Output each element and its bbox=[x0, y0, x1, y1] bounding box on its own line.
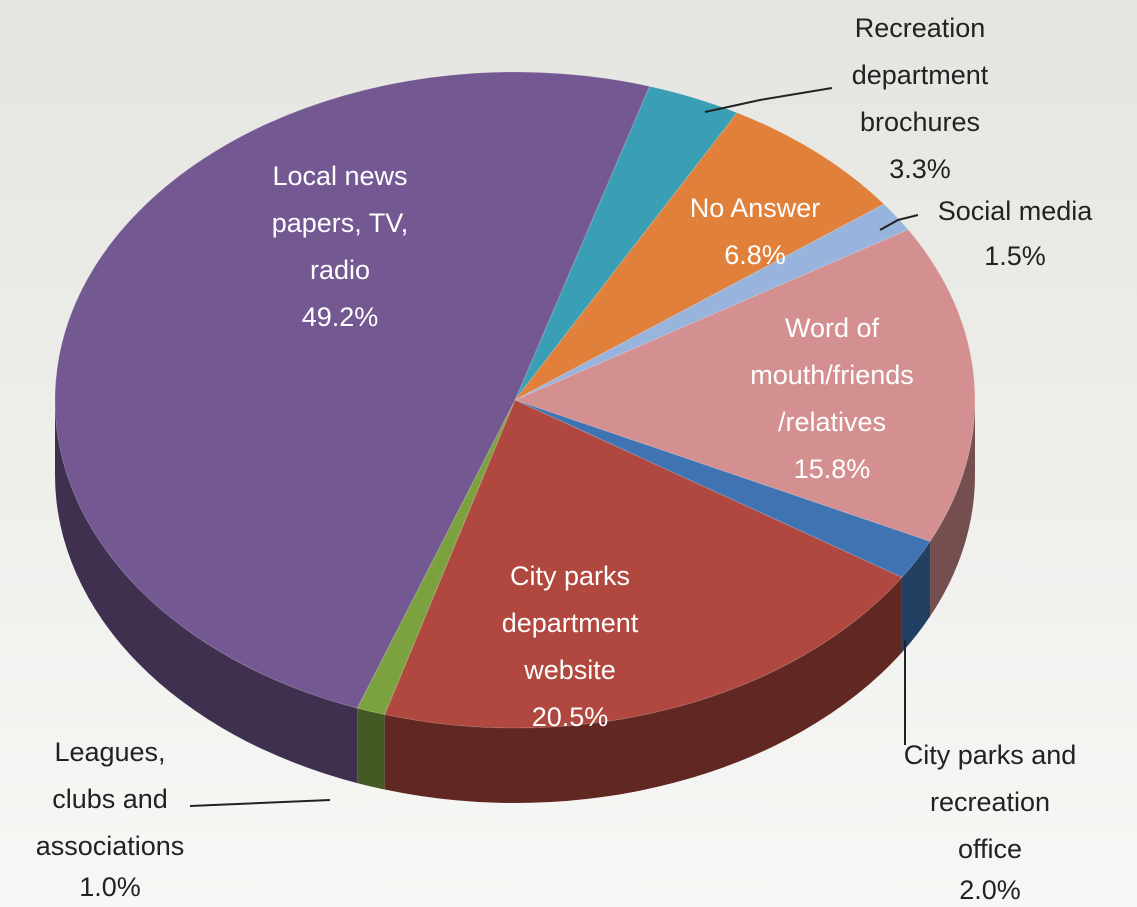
leader-line bbox=[189, 799, 331, 807]
slice bbox=[514, 85, 738, 401]
slice-label: Social media bbox=[938, 196, 1094, 226]
slice-label: recreation bbox=[930, 787, 1050, 817]
labels: Recreation department brochures 3.3% No Answ… bbox=[36, 13, 1094, 905]
slice-side bbox=[930, 400, 975, 617]
slice-label: office bbox=[958, 834, 1022, 864]
slice-label: brochures bbox=[860, 107, 980, 137]
slice bbox=[356, 399, 516, 716]
slice-label: radio bbox=[310, 255, 370, 285]
slice-label: Leagues, bbox=[54, 737, 165, 767]
slice-label: clubs and bbox=[52, 784, 168, 814]
slice bbox=[514, 399, 931, 578]
slice-label: department bbox=[852, 60, 989, 90]
value-label: 3.3% bbox=[889, 154, 951, 184]
slice-label: City parks and bbox=[904, 740, 1077, 770]
value-label: 20.5% bbox=[532, 702, 609, 732]
slice-label: Local news bbox=[272, 161, 407, 191]
slice-label: papers, TV, bbox=[272, 208, 409, 238]
leader-lines bbox=[189, 87, 919, 807]
slice-label: associations bbox=[36, 831, 185, 861]
value-label: 1.0% bbox=[79, 872, 141, 902]
slice bbox=[383, 399, 903, 729]
slice-label: website bbox=[523, 655, 616, 685]
slice bbox=[514, 203, 909, 401]
slice-side bbox=[55, 400, 358, 784]
leader-line bbox=[879, 214, 919, 231]
value-label: 6.8% bbox=[724, 240, 786, 270]
slice-label: Recreation bbox=[855, 13, 986, 43]
slice bbox=[513, 229, 976, 543]
slice bbox=[54, 71, 651, 709]
value-label: 49.2% bbox=[302, 302, 379, 332]
leader-line bbox=[704, 87, 833, 113]
slice-side bbox=[384, 577, 902, 803]
slice-side bbox=[357, 708, 385, 790]
value-label: 15.8% bbox=[794, 454, 871, 484]
slice-side bbox=[901, 541, 931, 653]
value-label: 1.5% bbox=[984, 241, 1046, 271]
value-label: 2.0% bbox=[959, 875, 1021, 905]
slice-label: department bbox=[502, 608, 639, 638]
slice bbox=[514, 112, 885, 401]
pie-tops bbox=[54, 71, 976, 729]
slice-label: City parks bbox=[510, 561, 630, 591]
slice-label: /relatives bbox=[778, 407, 886, 437]
pie-sides bbox=[55, 400, 975, 803]
slice-label: mouth/friends bbox=[750, 360, 914, 390]
slice-label: Word of bbox=[785, 313, 880, 343]
slice-label: No Answer bbox=[690, 193, 821, 223]
